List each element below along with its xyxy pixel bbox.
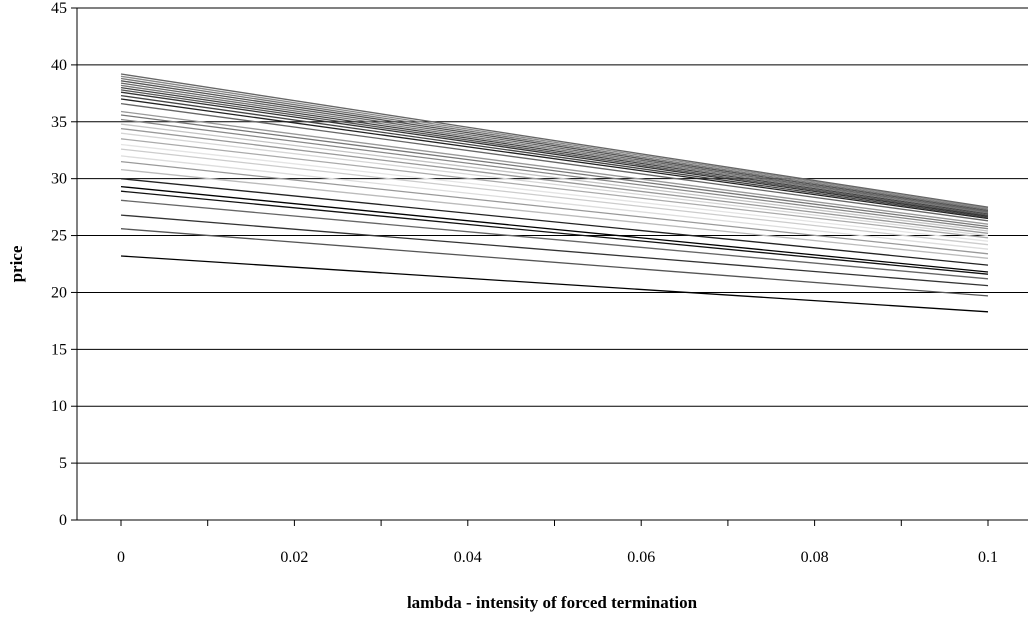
- series-line: [120, 82, 989, 213]
- series-line: [120, 91, 989, 217]
- axes: [76, 8, 1028, 521]
- gridlines: [77, 7, 1028, 464]
- y-tick-label: 25: [51, 228, 67, 245]
- series-line: [120, 89, 989, 216]
- series-line: [120, 185, 989, 273]
- y-axis-title: price: [7, 245, 26, 282]
- series-line: [120, 73, 989, 208]
- series-line: [120, 214, 989, 287]
- x-tick-label: 0.04: [454, 549, 482, 566]
- series-line: [120, 178, 989, 266]
- series-line: [120, 148, 989, 246]
- x-tick-label: 0.06: [627, 549, 655, 566]
- y-tick-label: 5: [59, 455, 67, 472]
- y-tick-labels: 0 5 10 15 20 25 30 35 40 45: [51, 0, 77, 529]
- series-line: [120, 118, 989, 230]
- series-lines: [120, 73, 989, 313]
- series-line: [120, 114, 989, 228]
- series-line: [120, 75, 989, 209]
- series-line: [120, 168, 989, 259]
- series-line: [120, 143, 989, 242]
- x-axis-title: lambda - intensity of forced termination: [407, 593, 698, 612]
- series-line: [120, 102, 989, 222]
- series-line: [120, 199, 989, 280]
- series-line: [120, 255, 989, 313]
- x-tick-label: 0.1: [978, 549, 998, 566]
- series-line: [120, 98, 989, 220]
- y-tick-label: 20: [51, 284, 67, 301]
- series-line: [120, 123, 989, 232]
- y-tick-label: 0: [59, 512, 67, 529]
- series-line: [120, 138, 989, 239]
- series-line: [120, 160, 989, 255]
- series-line: [120, 228, 989, 297]
- series-line: [120, 80, 989, 212]
- series-line: [120, 127, 989, 234]
- x-tick-labels: 0 0.02 0.04 0.06 0.08 0.1: [117, 520, 998, 566]
- series-line: [120, 155, 989, 250]
- series-line: [120, 84, 989, 214]
- y-tick-label: 45: [51, 0, 67, 17]
- x-tick-label: 0: [117, 549, 125, 566]
- y-tick-label: 15: [51, 341, 67, 358]
- series-line: [120, 190, 989, 275]
- y-tick-label: 40: [51, 57, 67, 74]
- y-tick-label: 30: [51, 171, 67, 188]
- y-tick-label: 10: [51, 398, 67, 415]
- series-line: [120, 77, 989, 211]
- series-line: [120, 132, 989, 237]
- x-tick-label: 0.02: [280, 549, 308, 566]
- x-tick-label: 0.08: [801, 549, 829, 566]
- series-line: [120, 110, 989, 225]
- series-line: [120, 86, 989, 215]
- y-tick-label: 35: [51, 114, 67, 131]
- series-line: [120, 94, 989, 219]
